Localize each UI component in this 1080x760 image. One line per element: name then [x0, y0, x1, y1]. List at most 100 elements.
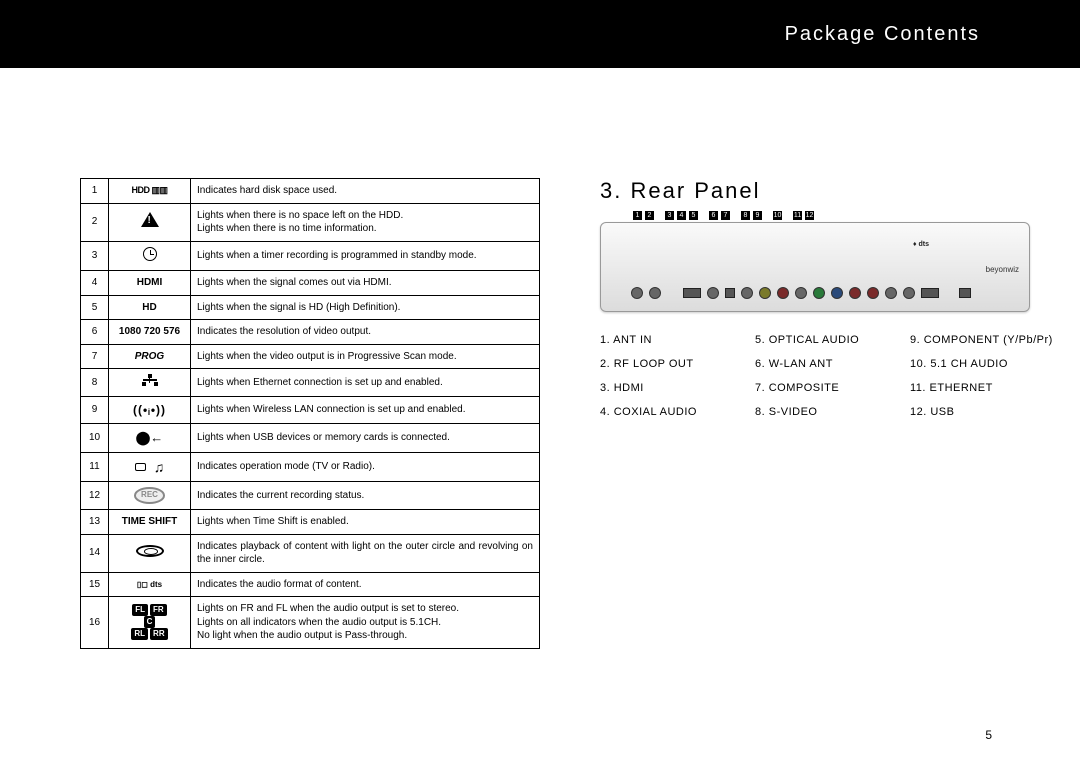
table-row: 5HDLights when the signal is HD (High De… — [81, 295, 540, 320]
table-row: 10⬤←Lights when USB devices or memory ca… — [81, 424, 540, 453]
port-legend-item: 5. OPTICAL AUDIO — [755, 334, 910, 346]
rear-label-number: 6 — [709, 211, 718, 220]
row-number: 14 — [81, 534, 109, 572]
indicator-description: Lights when USB devices or memory cards … — [191, 424, 540, 453]
port-legend: 1. ANT IN5. OPTICAL AUDIO9. COMPONENT (Y… — [600, 334, 1070, 418]
row-number: 8 — [81, 369, 109, 397]
header-title: Package Contents — [785, 23, 980, 46]
indicator-description: Lights when Ethernet connection is set u… — [191, 369, 540, 397]
indicator-icon — [109, 241, 191, 271]
table-row: 16FLFRCRLRRLights on FR and FL when the … — [81, 597, 540, 649]
indicator-icon: PROG — [109, 344, 191, 369]
table-row: 12RECIndicates the current recording sta… — [81, 482, 540, 510]
indicator-description: Lights when Wireless LAN connection is s… — [191, 396, 540, 424]
rear-panel-image: 123456789101112 ♦ dts beyonwiz — [600, 222, 1030, 312]
table-row: 14 Indicates playback of content with lig… — [81, 534, 540, 572]
row-number: 11 — [81, 452, 109, 482]
indicator-description: Indicates the audio format of content. — [191, 572, 540, 597]
indicator-icon: HDMI — [109, 271, 191, 296]
row-number: 1 — [81, 179, 109, 204]
table-row: 7PROGLights when the video output is in … — [81, 344, 540, 369]
table-row: 15▯◻ dtsIndicates the audio format of co… — [81, 572, 540, 597]
header-bar: Package Contents — [0, 0, 1080, 68]
indicator-icon: 1080 720 576 — [109, 320, 191, 345]
indicator-description: Indicates playback of content with light… — [191, 534, 540, 572]
table-row: 11♫Indicates operation mode (TV or Radio… — [81, 452, 540, 482]
indicator-icon: HD — [109, 295, 191, 320]
rear-label-number: 10 — [773, 211, 782, 220]
row-number: 15 — [81, 572, 109, 597]
indicator-description: Indicates operation mode (TV or Radio). — [191, 452, 540, 482]
row-number: 3 — [81, 241, 109, 271]
port-illustration — [631, 287, 999, 299]
port-legend-item: 11. ETHERNET — [910, 382, 1070, 394]
row-number: 6 — [81, 320, 109, 345]
rear-label-number: 3 — [665, 211, 674, 220]
indicator-icon: ((•ᵢ•)) — [109, 396, 191, 424]
port-legend-item: 7. COMPOSITE — [755, 382, 910, 394]
port-legend-item: 10. 5.1 CH AUDIO — [910, 358, 1070, 370]
port-legend-item: 8. S-VIDEO — [755, 406, 910, 418]
rear-label-number: 9 — [753, 211, 762, 220]
rear-label-number: 8 — [741, 211, 750, 220]
indicator-description: Indicates hard disk space used. — [191, 179, 540, 204]
port-legend-item: 9. COMPONENT (Y/Pb/Pr) — [910, 334, 1070, 346]
row-number: 9 — [81, 396, 109, 424]
row-number: 7 — [81, 344, 109, 369]
table-row: 61080 720 576Indicates the resolution of… — [81, 320, 540, 345]
indicator-description: Lights when the video output is in Progr… — [191, 344, 540, 369]
port-legend-item: 6. W-LAN ANT — [755, 358, 910, 370]
rear-label-number: 7 — [721, 211, 730, 220]
row-number: 2 — [81, 203, 109, 241]
indicator-icon: REC — [109, 482, 191, 510]
rear-label-number: 11 — [793, 211, 802, 220]
table-row: 8 Lights when Ethernet connection is set … — [81, 369, 540, 397]
row-number: 16 — [81, 597, 109, 649]
page-number: 5 — [985, 728, 992, 742]
rear-label-number: 12 — [805, 211, 814, 220]
rear-label-number: 2 — [645, 211, 654, 220]
dts-logo: ♦ dts — [913, 241, 929, 248]
indicator-icon — [109, 203, 191, 241]
port-legend-item: 1. ANT IN — [600, 334, 755, 346]
indicator-icon: ♫ — [109, 452, 191, 482]
port-legend-item: 12. USB — [910, 406, 1070, 418]
indicator-icon — [109, 369, 191, 397]
table-row: 13TIME SHIFTLights when Time Shift is en… — [81, 510, 540, 535]
indicator-description: Lights on FR and FL when the audio outpu… — [191, 597, 540, 649]
row-number: 5 — [81, 295, 109, 320]
indicator-table-section: 1HDD ▥▥Indicates hard disk space used.2L… — [80, 178, 540, 649]
port-legend-item: 4. COXIAL AUDIO — [600, 406, 755, 418]
indicator-description: Lights when the signal is HD (High Defin… — [191, 295, 540, 320]
row-number: 4 — [81, 271, 109, 296]
rear-label-number: 4 — [677, 211, 686, 220]
rear-label-number: 1 — [633, 211, 642, 220]
rear-number-labels: 123456789101112 — [633, 211, 814, 220]
indicator-icon: ⬤← — [109, 424, 191, 453]
indicator-description: Indicates the resolution of video output… — [191, 320, 540, 345]
row-number: 10 — [81, 424, 109, 453]
indicator-table: 1HDD ▥▥Indicates hard disk space used.2L… — [80, 178, 540, 649]
indicator-description: Lights when the signal comes out via HDM… — [191, 271, 540, 296]
indicator-description: Lights when there is no space left on th… — [191, 203, 540, 241]
port-legend-item: 3. HDMI — [600, 382, 755, 394]
port-legend-item: 2. RF LOOP OUT — [600, 358, 755, 370]
indicator-description: Lights when Time Shift is enabled. — [191, 510, 540, 535]
indicator-description: Indicates the current recording status. — [191, 482, 540, 510]
table-row: 1HDD ▥▥Indicates hard disk space used. — [81, 179, 540, 204]
indicator-description: Lights when a timer recording is program… — [191, 241, 540, 271]
indicator-icon: TIME SHIFT — [109, 510, 191, 535]
indicator-icon: FLFRCRLRR — [109, 597, 191, 649]
indicator-icon: HDD ▥▥ — [109, 179, 191, 204]
rear-panel-section: 3. Rear Panel 123456789101112 ♦ dts beyo… — [600, 178, 1070, 649]
table-row: 9((•ᵢ•))Lights when Wireless LAN connect… — [81, 396, 540, 424]
row-number: 12 — [81, 482, 109, 510]
indicator-icon — [109, 534, 191, 572]
table-row: 2 Lights when there is no space left on t… — [81, 203, 540, 241]
table-row: 3 Lights when a timer recording is progra… — [81, 241, 540, 271]
brand-logo: beyonwiz — [986, 265, 1019, 274]
rear-label-number: 5 — [689, 211, 698, 220]
row-number: 13 — [81, 510, 109, 535]
table-row: 4HDMILights when the signal comes out vi… — [81, 271, 540, 296]
section-title: 3. Rear Panel — [600, 178, 1070, 204]
